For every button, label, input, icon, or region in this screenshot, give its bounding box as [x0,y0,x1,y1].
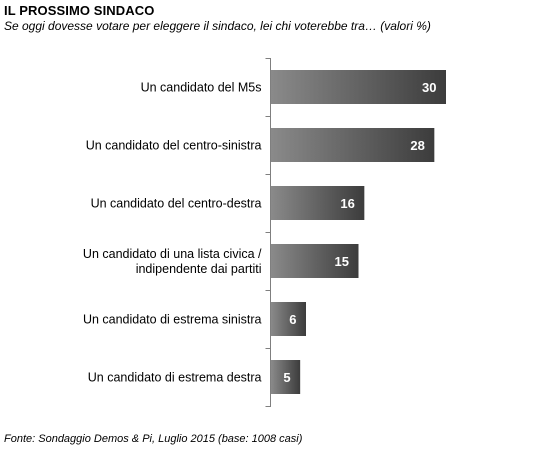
bar [271,70,446,104]
bar [271,302,306,336]
source-note: Fonte: Sondaggio Demos & Pi, Luglio 2015… [4,433,303,445]
category-label: Un candidato del M5s [141,81,262,95]
category-label: Un candidato di estrema destra [88,371,262,385]
bar [271,186,365,220]
category-label: Un candidato del centro-destra [91,197,262,211]
data-label: 30 [422,80,436,95]
bar [271,128,435,162]
data-label: 6 [289,312,296,327]
bar [271,360,301,394]
category-label: Un candidato di estrema sinistra [83,313,262,327]
chart-subtitle: Se oggi dovesse votare per eleggere il s… [4,19,431,33]
category-label: Un candidato del centro-sinistra [86,139,262,153]
data-label: 15 [335,254,349,269]
category-label: Un candidato di una lista civica / indipe… [83,247,262,276]
data-label: 5 [283,370,290,385]
data-label: 16 [340,196,354,211]
data-label: 28 [410,138,424,153]
bar [271,244,359,278]
chart-title: IL PROSSIMO SINDACO [4,3,155,18]
